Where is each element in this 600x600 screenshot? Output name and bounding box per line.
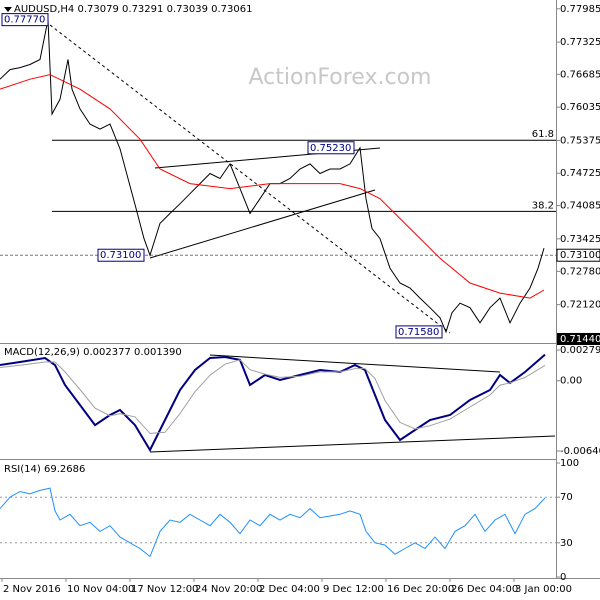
x-tick-label: 9 Dec 12:00	[323, 584, 384, 595]
watermark: ActionForex.com	[249, 65, 432, 90]
y-tick-label: -0.006406	[560, 446, 600, 457]
x-tick-label: 17 Nov 12:00	[131, 584, 198, 595]
panel-title: RSI(14)	[4, 464, 41, 475]
y-tick-label: 0.74085	[560, 201, 600, 212]
price-annotation: 0.75230	[310, 143, 351, 154]
y-tick-label: 0.77985	[560, 4, 600, 15]
fib-label: 61.8	[532, 129, 554, 140]
y-tick-label: 0.75375	[560, 135, 600, 146]
panel-header: RSI(14) 69.2686	[4, 464, 85, 475]
trendline	[149, 435, 556, 453]
y-tick-label: 0	[560, 572, 566, 583]
trendline	[209, 354, 501, 373]
fib-label: 38.2	[532, 200, 554, 211]
series-line	[0, 74, 545, 299]
header-value: 0.73039	[167, 4, 208, 15]
header-value: 0.73291	[122, 4, 163, 15]
panel-title: MACD(12,26,9)	[4, 347, 80, 358]
x-tick-label: 2 Dec 04:00	[259, 584, 320, 595]
panel-header: MACD(12,26,9) 0.002377 0.001390	[4, 347, 182, 358]
x-tick-label: 2 Nov 2016	[3, 584, 61, 595]
panel-title: AUDUSD,H4	[14, 4, 74, 15]
x-tick-label: 16 Dec 20:00	[387, 584, 454, 595]
price-annotation-box	[1, 13, 49, 27]
y-tick-label: 70	[560, 492, 573, 503]
header-value: 0.73061	[211, 4, 252, 15]
current-price-tag	[556, 248, 600, 262]
y-tick-label: 0.71440	[560, 334, 600, 345]
y-tick-label: 30	[560, 538, 573, 549]
price-annotation-box	[395, 325, 443, 339]
price-annotation: 0.71580	[398, 327, 439, 338]
price-tag-bg	[557, 332, 600, 345]
y-tick-label: 0.73425	[560, 234, 600, 245]
series-line	[0, 359, 546, 434]
price-annotation: 0.77770	[4, 15, 45, 26]
menu-triangle	[4, 7, 12, 12]
x-tick-label: 24 Nov 20:00	[195, 584, 262, 595]
y-tick-label: 100	[560, 458, 579, 469]
header-value: 69.2686	[44, 464, 85, 475]
series-line	[0, 487, 546, 558]
y-tick-label: 0.76685	[560, 69, 600, 80]
x-tick-label: 3 Jan 00:00	[515, 584, 572, 595]
price-annotation-box	[97, 248, 145, 262]
header-value: 0.002377	[83, 347, 131, 358]
header-value: 0.001390	[134, 347, 182, 358]
y-tick-label: 0.77325	[560, 37, 600, 48]
trendline	[149, 189, 376, 259]
series-line	[0, 353, 546, 453]
x-tick-label: 10 Nov 04:00	[67, 584, 134, 595]
x-tick-label: 26 Dec 04:00	[451, 584, 518, 595]
y-tick-label: 0.002795	[560, 345, 600, 356]
trendline	[49, 24, 451, 334]
header-value: 0.73079	[77, 4, 118, 15]
y-tick-label: 0.00	[560, 376, 582, 387]
current-price-label: 0.73100	[560, 250, 600, 261]
y-tick-label: 0.72780	[560, 266, 600, 277]
price-annotation: 0.73100	[100, 250, 141, 261]
y-tick-label: 0.72120	[560, 300, 600, 311]
y-tick-label: 0.76035	[560, 102, 600, 113]
price-annotation-box	[307, 141, 355, 155]
panel-header: AUDUSD,H4 0.73079 0.73291 0.73039 0.7306…	[14, 4, 252, 15]
y-tick-label: 0.74725	[560, 168, 600, 179]
